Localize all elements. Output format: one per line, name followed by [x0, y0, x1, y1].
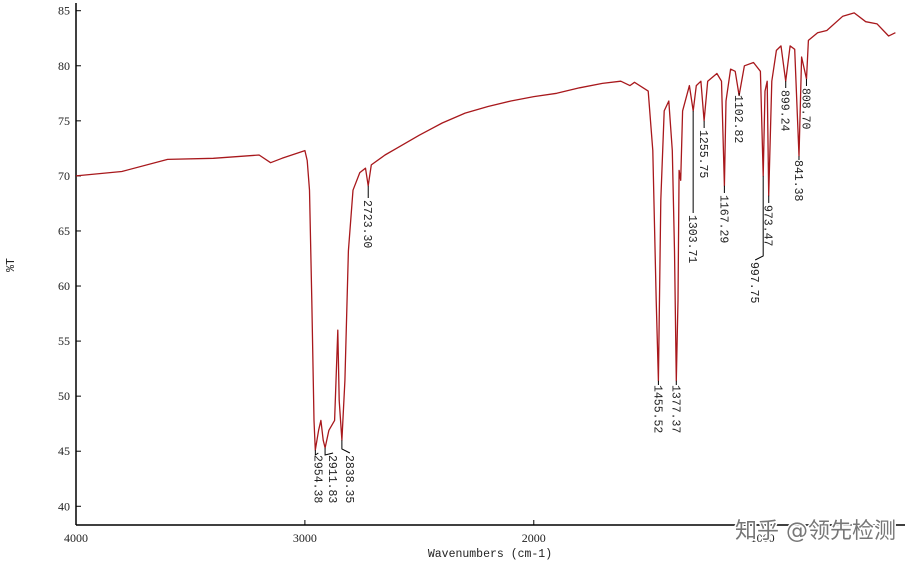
y-axis-label: %T	[5, 258, 18, 272]
peak-label: 841.38	[791, 160, 804, 202]
peak-label: 899.24	[778, 90, 791, 132]
y-tick-label: 40	[58, 499, 70, 513]
spectrum-line	[75, 12, 896, 451]
peak-label: 1167.29	[716, 195, 729, 243]
peak-label: 808.70	[798, 88, 811, 130]
leader-line	[341, 440, 351, 454]
peak-label: 997.75	[747, 262, 760, 304]
y-tick-label: 55	[58, 334, 70, 348]
y-tick-label: 70	[58, 169, 70, 183]
x-tick-label: 4000	[64, 531, 88, 545]
peak-label: 1455.52	[650, 385, 663, 433]
peak-label: 2838.35	[342, 455, 355, 503]
x-axis-label: Wavenumbers (cm-1)	[428, 548, 552, 561]
peak-label: 2723.30	[360, 200, 373, 248]
y-tick-label: 75	[58, 114, 70, 128]
y-tick-label: 80	[58, 59, 70, 73]
peak-label: 1377.37	[668, 385, 681, 433]
peak-label: 1303.71	[685, 215, 698, 263]
peak-label: 2911.83	[325, 455, 338, 503]
leader-line	[314, 450, 319, 456]
y-tick-label: 65	[58, 224, 70, 238]
y-tick-label: 85	[58, 4, 70, 18]
peak-label: 1255.75	[696, 130, 709, 178]
x-tick-label: 1000	[751, 531, 775, 545]
peak-label: 1102.82	[731, 95, 744, 143]
peak-label: 2954.38	[310, 455, 323, 503]
x-tick-label: 2000	[522, 531, 546, 545]
leader-line	[754, 175, 764, 261]
x-tick-label: 3000	[293, 531, 317, 545]
y-tick-label: 45	[58, 444, 70, 458]
y-tick-label: 60	[58, 279, 70, 293]
watermark: 知乎 @领先检测	[735, 519, 896, 544]
y-tick-label: 50	[58, 389, 70, 403]
leader-line	[324, 447, 334, 456]
peak-label: 973.47	[761, 205, 774, 246]
